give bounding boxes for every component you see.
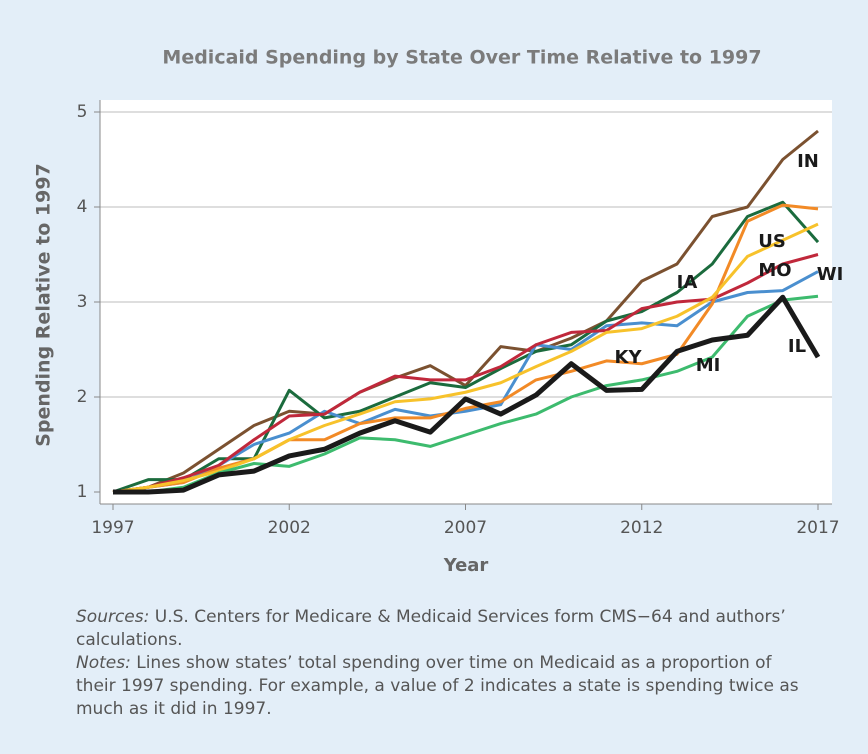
sources-text: U.S. Centers for Medicare & Medicaid Ser… [76, 607, 786, 650]
series-line [113, 294, 821, 495]
series-label: KY [615, 347, 643, 368]
x-tick-label: 2002 [268, 518, 311, 538]
x-tick-label: 2017 [796, 518, 839, 538]
sources-label: Sources: [76, 607, 150, 627]
series-label: US [758, 231, 786, 252]
y-tick-label: 2 [77, 387, 88, 407]
notes-label: Notes: [76, 653, 131, 673]
series-line [112, 253, 819, 494]
y-tick-label: 1 [77, 482, 88, 502]
x-tick-label: 2012 [620, 518, 663, 538]
notes-text: Lines show states’ total spending over t… [76, 653, 799, 719]
series-label: WI [817, 264, 844, 285]
y-axis-label: Spending Relative to 1997 [33, 163, 55, 447]
series-line [112, 222, 819, 494]
chart-title: Medicaid Spending by State Over Time Rel… [162, 47, 761, 69]
sources: Sources: U.S. Centers for Medicare & Med… [76, 606, 816, 652]
x-tick-label: 2007 [444, 518, 487, 538]
series-label: MO [758, 260, 791, 281]
series-label: IA [677, 272, 698, 293]
series-line [113, 294, 819, 494]
y-tick-label: 4 [77, 197, 88, 217]
series-label: MI [696, 355, 721, 376]
series-line [112, 203, 819, 494]
y-tick-label: 3 [77, 292, 88, 312]
x-tick-label: 1997 [91, 518, 134, 538]
footnotes: Sources: U.S. Centers for Medicare & Med… [76, 606, 816, 721]
series-label: IN [797, 151, 819, 172]
series-label: IL [788, 336, 806, 357]
x-axis-label: Year [443, 555, 489, 576]
notes: Notes: Lines show states’ total spending… [76, 652, 816, 721]
y-tick-label: 5 [77, 102, 88, 122]
chart: Medicaid Spending by State Over Time Rel… [33, 47, 844, 577]
series-line [112, 129, 819, 494]
